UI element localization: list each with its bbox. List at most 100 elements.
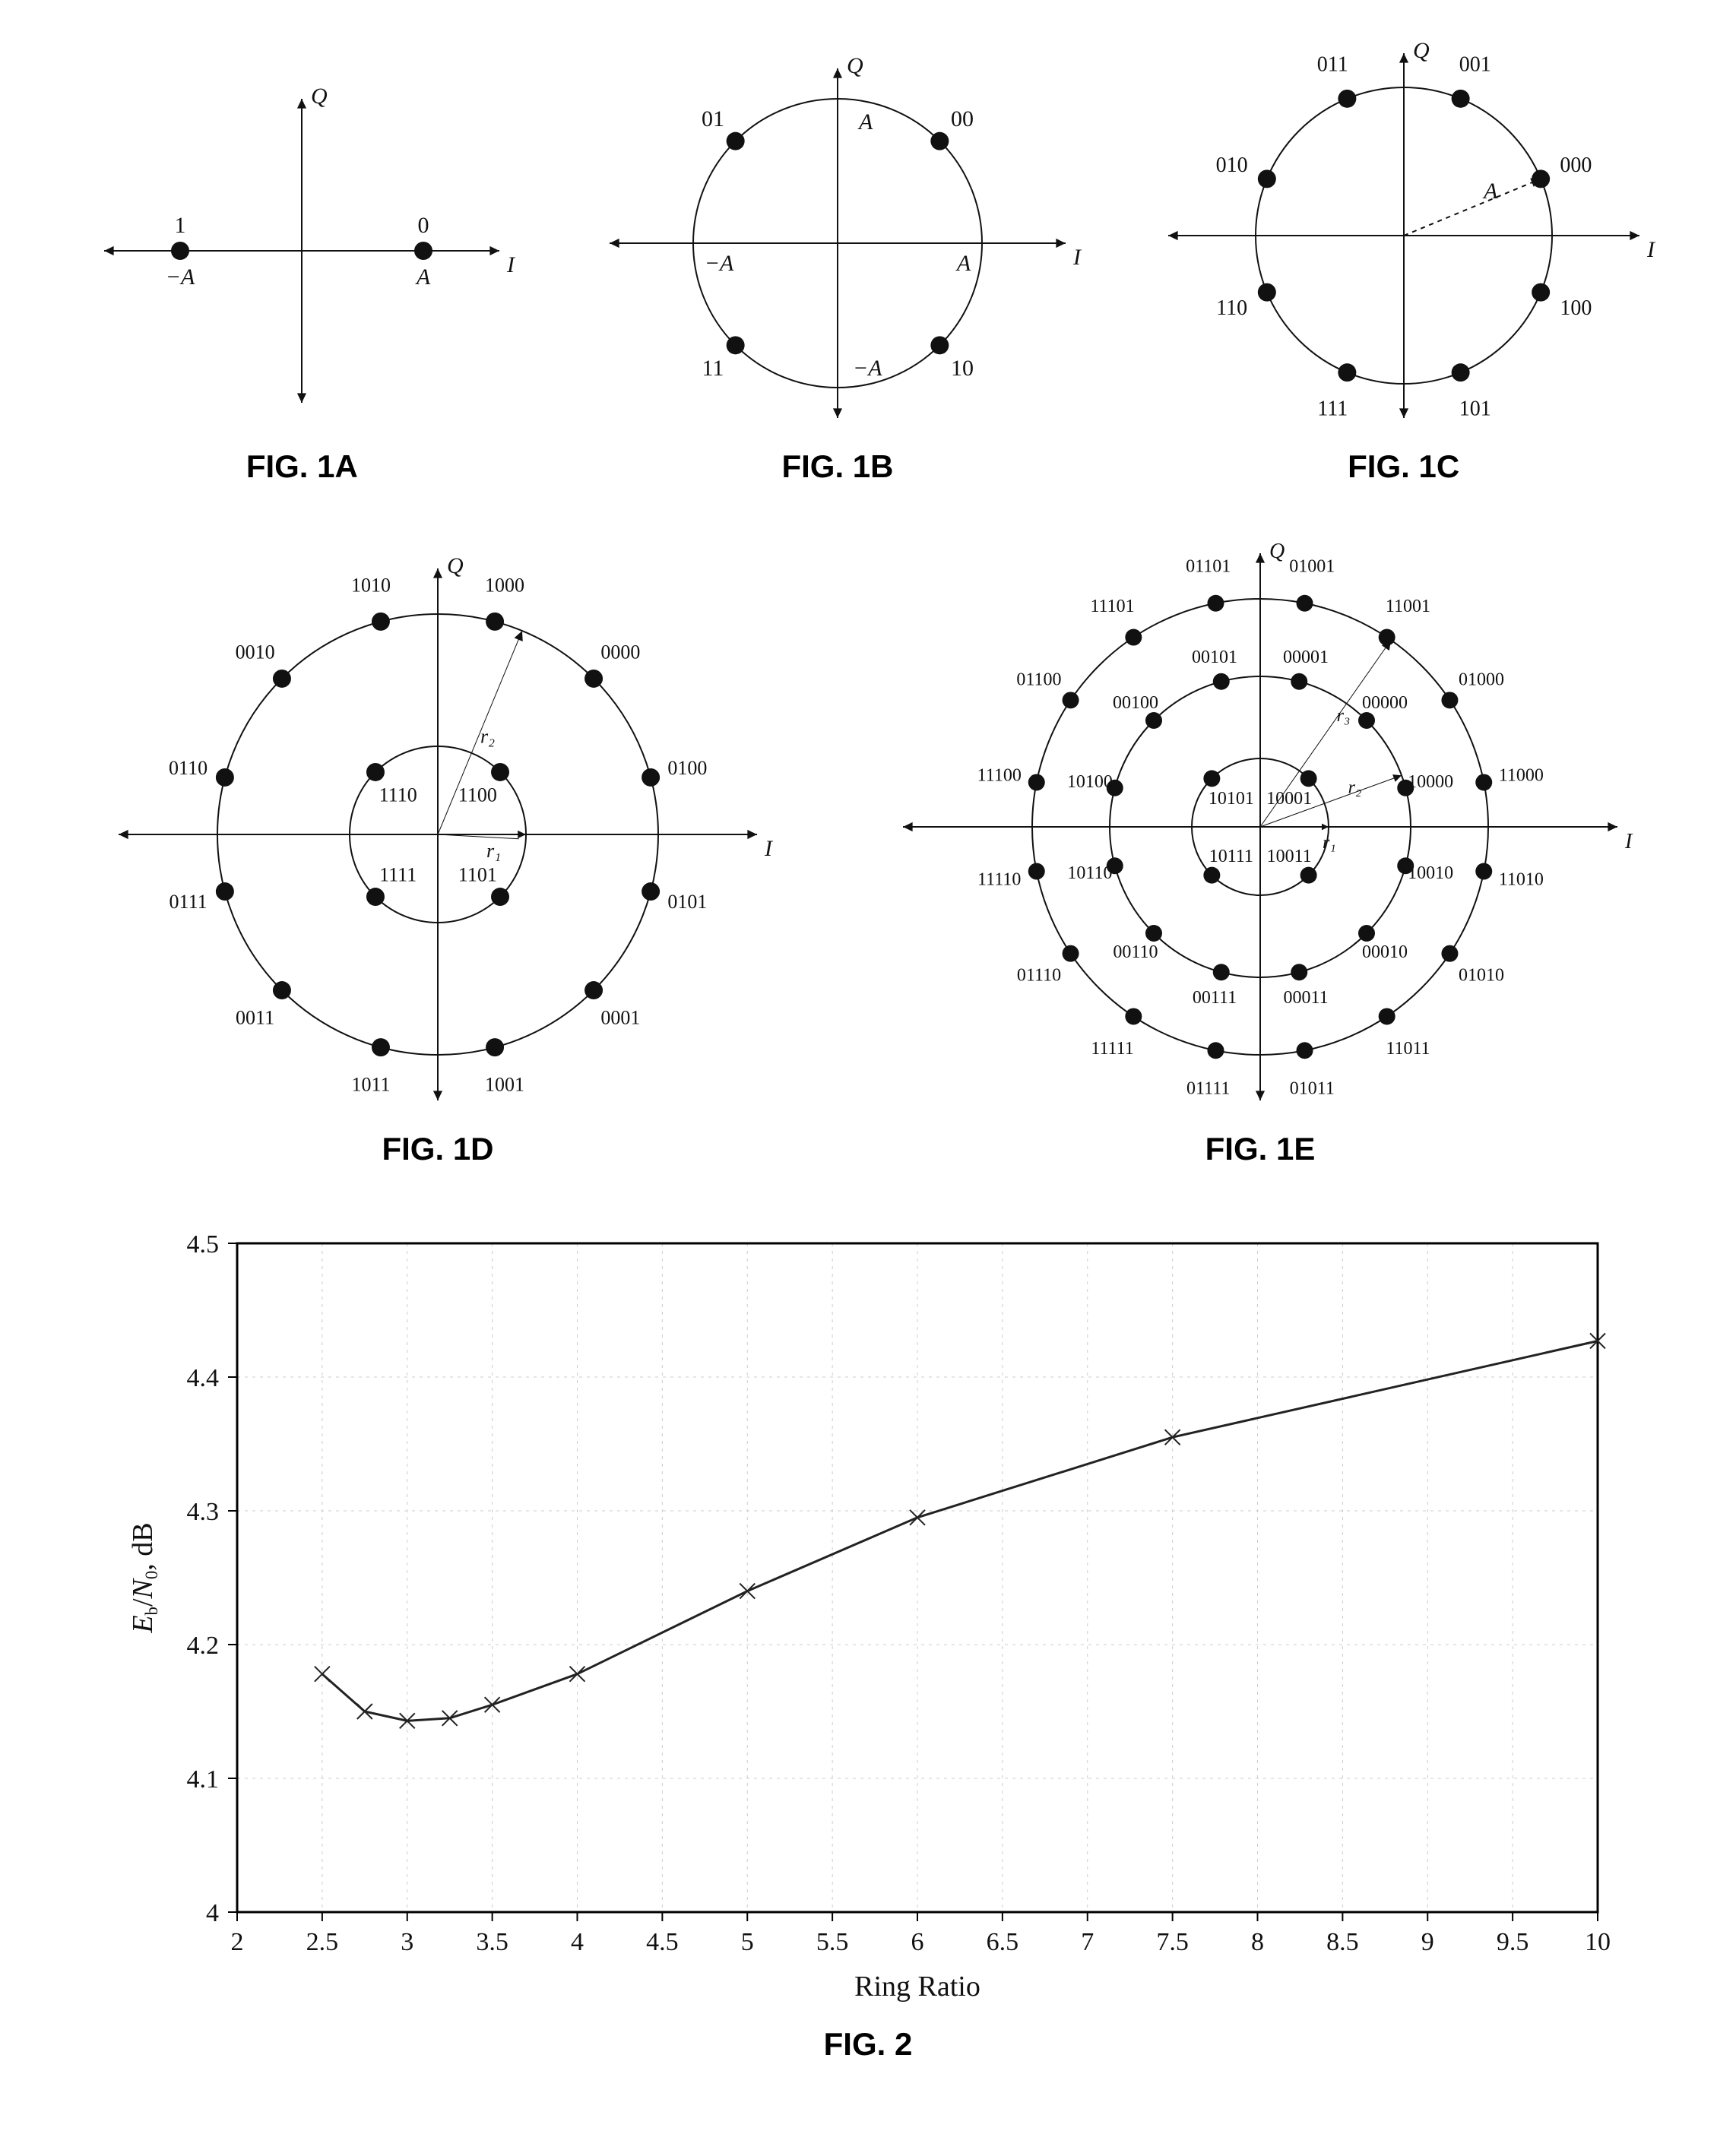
point-bits-label: 0011 xyxy=(236,1006,274,1028)
constellation-point xyxy=(1125,629,1142,646)
point-bits-label: 1001 xyxy=(485,1073,524,1095)
constellation-point xyxy=(1358,712,1375,729)
fig1a-wrap: IQ01A−A FIG. 1A xyxy=(66,76,537,485)
x-tick-label: 7 xyxy=(1081,1928,1094,1956)
constellation-point xyxy=(1063,945,1079,962)
constellation-point xyxy=(1203,867,1220,884)
point-bits-label: 0010 xyxy=(236,641,275,663)
x-tick-label: 3.5 xyxy=(476,1928,508,1956)
constellation-point xyxy=(727,132,745,150)
point-bits-label: 1011 xyxy=(351,1073,390,1095)
constellation-point xyxy=(1297,595,1313,612)
constellation-point xyxy=(584,981,603,999)
point-bits-label: 11011 xyxy=(1386,1039,1430,1059)
point-bits-label: 00 xyxy=(951,106,974,131)
point-bits-label: 1100 xyxy=(458,784,497,806)
point-bits-label: 01100 xyxy=(1016,670,1061,690)
constellation-point xyxy=(486,1038,504,1056)
point-bits-label: 101 xyxy=(1459,397,1490,420)
constellation-point xyxy=(216,768,234,787)
point-bits-label: 0111 xyxy=(169,891,207,913)
constellation-point xyxy=(1379,629,1395,646)
svg-text:Q: Q xyxy=(311,84,328,109)
r1-label: r₁ xyxy=(1323,833,1336,853)
point-bits-label: 10 xyxy=(951,356,974,381)
constellation-point xyxy=(930,132,949,150)
x-tick-label: 10 xyxy=(1585,1928,1611,1956)
svg-text:Q: Q xyxy=(447,553,464,578)
constellation-point xyxy=(584,670,603,688)
point-bits-label: 01010 xyxy=(1459,965,1504,985)
x-tick-label: 3 xyxy=(401,1928,413,1956)
point-bits-label: 00011 xyxy=(1283,988,1328,1008)
constellation-point xyxy=(1300,867,1317,884)
point-bits-label: 01111 xyxy=(1186,1078,1230,1098)
point-bits-label: 100 xyxy=(1560,296,1592,320)
constellation-point xyxy=(1213,673,1230,690)
row-2: IQr₁r₂1100111011111101010000001000101000… xyxy=(46,530,1690,1167)
point-bits-label: 10011 xyxy=(1267,847,1312,866)
constellation-point xyxy=(1028,863,1045,880)
constellation-point xyxy=(727,336,745,354)
constellation-point xyxy=(1451,363,1469,382)
fig1a-svg: IQ01A−A xyxy=(66,76,537,441)
point-bits-label: 110 xyxy=(1216,296,1247,320)
svg-text:Q: Q xyxy=(847,53,863,78)
point-bits-label: 01110 xyxy=(1017,965,1061,985)
fig1e-caption: FIG. 1E xyxy=(1205,1131,1316,1167)
row-1: IQ01A−A FIG. 1A IQ00011110A−AA−A FIG. 1B… xyxy=(46,30,1690,485)
constellation-point xyxy=(641,768,660,787)
point-bits-label: 10111 xyxy=(1209,847,1253,866)
point-bits-label: 11110 xyxy=(977,869,1021,889)
svg-text:I: I xyxy=(1624,830,1633,853)
constellation-point xyxy=(1291,964,1307,980)
point-bits-label: 00111 xyxy=(1193,988,1237,1008)
point-bits-label: 00010 xyxy=(1362,942,1408,962)
point-bits-label: 10010 xyxy=(1408,863,1453,883)
constellation-point xyxy=(486,613,504,631)
amp-pos-label: A xyxy=(415,264,431,290)
r1-label: r₁ xyxy=(486,840,501,862)
fig2-wrap: 22.533.544.555.566.577.588.599.51044.14.… xyxy=(108,1221,1628,2063)
constellation-point xyxy=(366,763,385,781)
constellation-point xyxy=(366,888,385,906)
svg-text:I: I xyxy=(764,836,774,861)
point-bits-label: 10101 xyxy=(1209,789,1254,809)
constellation-point xyxy=(1451,90,1469,108)
y-tick-label: 4.5 xyxy=(187,1230,220,1259)
constellation-point xyxy=(273,670,291,688)
constellation-point xyxy=(1532,169,1550,188)
x-tick-label: 6.5 xyxy=(987,1928,1019,1956)
constellation-point xyxy=(1028,774,1045,790)
svg-text:I: I xyxy=(506,252,516,277)
point-bits-label: 11100 xyxy=(977,766,1022,786)
point-bits-label: 11 xyxy=(702,356,724,381)
point-bits-label: 01101 xyxy=(1186,557,1231,577)
x-tick-label: 5 xyxy=(741,1928,754,1956)
constellation-point xyxy=(1475,863,1492,880)
point-bits-label: 1000 xyxy=(485,575,524,597)
point-bits-label: 10110 xyxy=(1067,863,1112,883)
point-bits-label: 01 xyxy=(702,106,724,131)
point-bits-label: 00100 xyxy=(1113,693,1158,713)
constellation-point xyxy=(1125,1008,1142,1024)
y-axis-label: Eb/N0, dB xyxy=(127,1522,161,1633)
point-bits-label: 10000 xyxy=(1408,772,1453,792)
x-tick-label: 4.5 xyxy=(646,1928,679,1956)
constellation-point xyxy=(1300,770,1317,787)
point-bits-label: 0110 xyxy=(169,757,207,779)
r2-label: r₂ xyxy=(480,725,495,747)
constellation-point xyxy=(216,882,234,901)
point-bits-label: 010 xyxy=(1215,154,1247,177)
fig2-svg: 22.533.544.555.566.577.588.599.51044.14.… xyxy=(108,1221,1628,2018)
constellation-point xyxy=(171,242,189,260)
constellation-point xyxy=(1203,770,1220,787)
constellation-point xyxy=(1207,1042,1224,1059)
x-tick-label: 2 xyxy=(231,1928,244,1956)
constellation-point xyxy=(1441,692,1458,708)
point-bits-label: 00110 xyxy=(1113,942,1158,962)
constellation-point xyxy=(1213,964,1230,980)
point-bits-label: 1111 xyxy=(379,863,417,885)
constellation-point xyxy=(1338,90,1356,108)
I-neg-label: −A xyxy=(705,251,734,276)
